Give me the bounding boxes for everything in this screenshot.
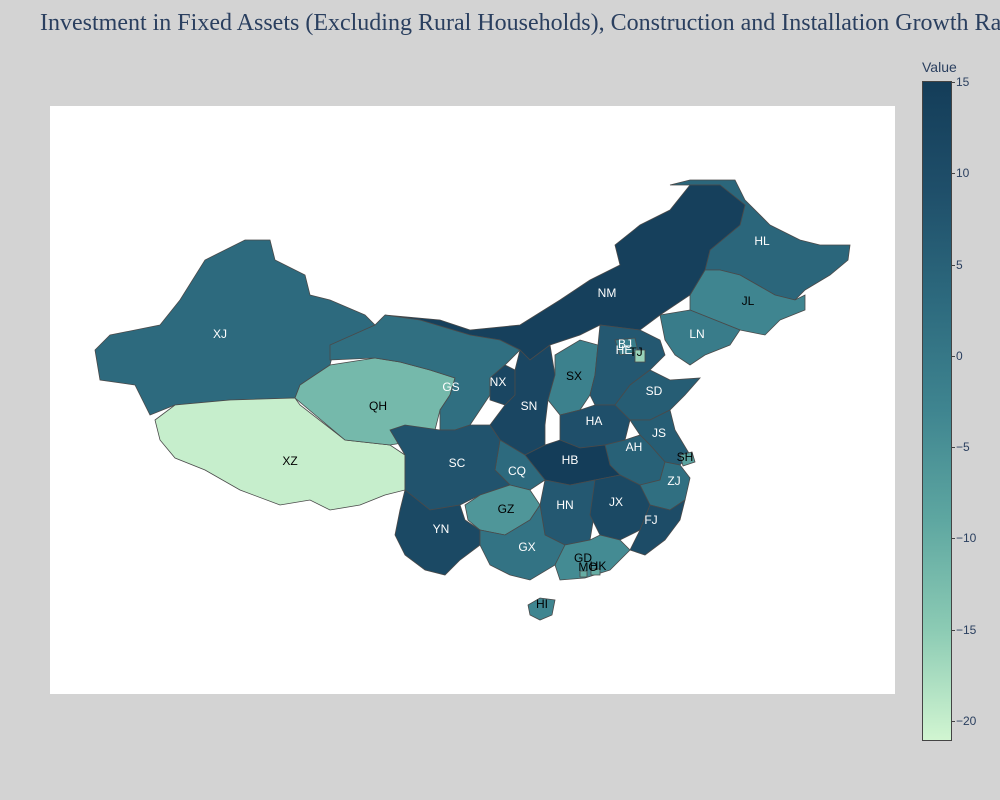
colorbar-tick-mark xyxy=(951,173,955,175)
province-tj[interactable] xyxy=(634,349,646,363)
map-frame: HL JL LN NM XJ XZ QH GS NX SN SX HE BJ TJ SD HA JS AH SH HB… xyxy=(50,106,895,694)
colorbar-tick-mark xyxy=(951,355,955,357)
province-sx[interactable] xyxy=(547,339,599,416)
province-label-bj: BJ xyxy=(618,337,632,351)
province-yn[interactable] xyxy=(394,489,481,576)
colorbar-tick-label: 0 xyxy=(956,348,963,363)
colorbar-tick-label: −20 xyxy=(956,713,977,728)
province-label-gd: GD xyxy=(574,551,592,565)
province-label-hi: HI xyxy=(536,597,548,611)
colorbar-title: Value xyxy=(922,59,957,75)
province-label-gz: GZ xyxy=(498,502,515,516)
province-sh[interactable] xyxy=(679,451,696,467)
province-label-gx: GX xyxy=(518,540,535,554)
province-label-nx: NX xyxy=(490,375,507,389)
province-label-he: HE xyxy=(616,343,633,357)
colorbar-tick-label: 15 xyxy=(956,75,970,89)
colorbar-tick-label: 5 xyxy=(956,257,963,272)
province-hk[interactable] xyxy=(590,568,601,576)
province-label-cq: CQ xyxy=(508,464,526,478)
colorbar-tick-label: 10 xyxy=(956,166,970,181)
province-label-sd: SD xyxy=(646,384,663,398)
province-label-fj: FJ xyxy=(644,513,657,527)
province-hi[interactable] xyxy=(527,597,556,621)
colorbar-tick-mark xyxy=(951,538,955,540)
province-label-ha: HA xyxy=(586,414,603,428)
colorbar-tick-mark xyxy=(951,447,955,448)
province-gx[interactable] xyxy=(479,503,566,581)
province-label-sx: SX xyxy=(566,369,582,383)
colorbar-tick-mark xyxy=(951,264,955,266)
colorbar-tick-mark xyxy=(951,720,955,722)
province-label-qh: QH xyxy=(369,399,387,413)
province-label-js: JS xyxy=(652,426,666,440)
province-label-ln: LN xyxy=(689,327,704,341)
province-label-sh: SH xyxy=(677,450,694,464)
colorbar-tick-label: −10 xyxy=(956,531,977,546)
province-label-hk: HK xyxy=(590,559,607,573)
colorbar-tick-mark xyxy=(951,629,955,631)
province-ln[interactable] xyxy=(659,309,741,366)
province-label-tj: TJ xyxy=(629,345,642,359)
colorbar-tick-label: −15 xyxy=(956,622,977,637)
province-label-mo: MO xyxy=(578,560,597,574)
colorbar-tick-mark xyxy=(951,82,955,83)
province-label-hl: HL xyxy=(754,234,770,248)
province-xj[interactable] xyxy=(94,239,376,416)
province-gs[interactable] xyxy=(329,314,521,431)
province-label-jx: JX xyxy=(609,495,623,509)
province-label-ah: AH xyxy=(626,440,643,454)
map-title: Investment in Fixed Assets (Excluding Ru… xyxy=(40,10,1000,36)
province-label-yn: YN xyxy=(433,522,450,536)
province-label-hb: HB xyxy=(562,453,579,467)
province-label-nm: NM xyxy=(598,286,617,300)
province-hn[interactable] xyxy=(539,479,596,546)
province-mo[interactable] xyxy=(579,570,588,578)
province-label-zj: ZJ xyxy=(667,474,680,488)
province-label-xz: XZ xyxy=(282,454,297,468)
province-fj[interactable] xyxy=(629,499,686,556)
province-label-hn: HN xyxy=(556,498,573,512)
province-label-jl: JL xyxy=(742,294,755,308)
province-label-sc: SC xyxy=(449,456,466,470)
province-label-sn: SN xyxy=(521,399,538,413)
colorbar xyxy=(922,81,952,741)
province-label-xj: XJ xyxy=(213,327,227,341)
province-gd[interactable] xyxy=(554,534,631,581)
province-label-gs: GS xyxy=(442,380,459,394)
colorbar-tick-label: −5 xyxy=(956,440,970,454)
